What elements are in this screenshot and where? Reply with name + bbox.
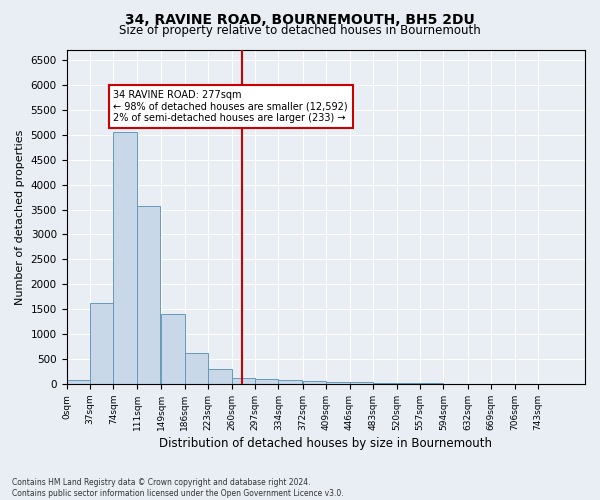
Bar bbox=[255, 379, 278, 384]
Text: 34, RAVINE ROAD, BOURNEMOUTH, BH5 2DU: 34, RAVINE ROAD, BOURNEMOUTH, BH5 2DU bbox=[125, 12, 475, 26]
Bar bbox=[208, 369, 232, 384]
Y-axis label: Number of detached properties: Number of detached properties bbox=[15, 130, 25, 304]
Bar bbox=[90, 303, 113, 384]
Bar bbox=[326, 382, 350, 384]
Bar bbox=[137, 206, 160, 384]
Bar bbox=[302, 381, 326, 384]
Bar bbox=[113, 132, 137, 384]
Text: Size of property relative to detached houses in Bournemouth: Size of property relative to detached ho… bbox=[119, 24, 481, 37]
Bar bbox=[397, 383, 420, 384]
Text: Contains HM Land Registry data © Crown copyright and database right 2024.
Contai: Contains HM Land Registry data © Crown c… bbox=[12, 478, 344, 498]
X-axis label: Distribution of detached houses by size in Bournemouth: Distribution of detached houses by size … bbox=[159, 437, 492, 450]
Text: 34 RAVINE ROAD: 277sqm
← 98% of detached houses are smaller (12,592)
2% of semi-: 34 RAVINE ROAD: 277sqm ← 98% of detached… bbox=[113, 90, 348, 123]
Bar bbox=[350, 382, 373, 384]
Bar bbox=[373, 383, 397, 384]
Bar bbox=[185, 353, 208, 384]
Bar bbox=[67, 380, 90, 384]
Bar bbox=[161, 314, 185, 384]
Bar bbox=[278, 380, 302, 384]
Bar bbox=[232, 378, 255, 384]
